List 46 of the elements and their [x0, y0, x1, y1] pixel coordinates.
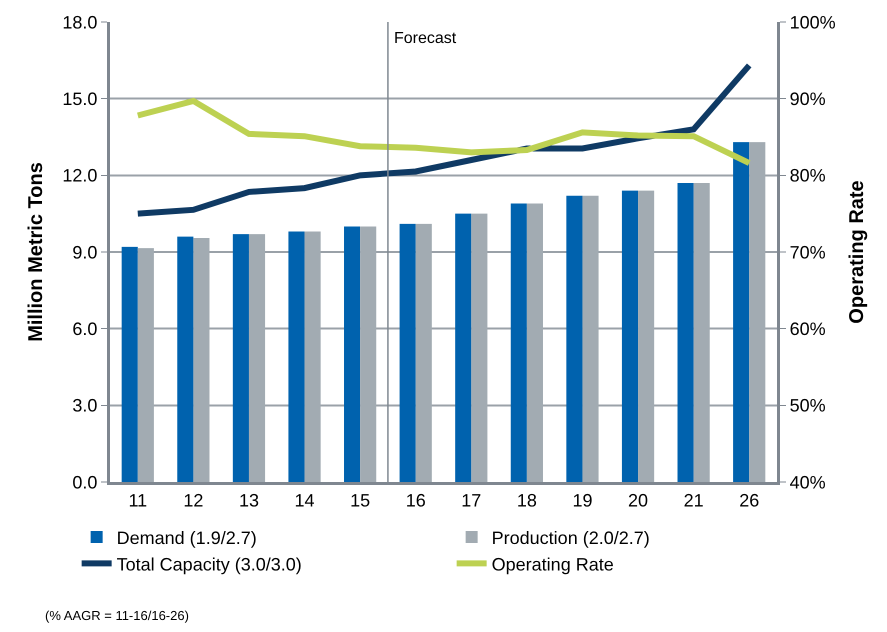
x-tick-label: 21 — [684, 490, 704, 511]
text: (% AAGR = 11-16/16-26) — [45, 608, 189, 623]
x-tick-label: 11 — [128, 490, 148, 511]
bar — [510, 203, 527, 482]
y2-tick-label: 100% — [790, 12, 836, 32]
bar — [288, 232, 305, 482]
y-tick-label: 3.0 — [72, 396, 98, 416]
bar — [622, 190, 638, 482]
bar — [177, 236, 194, 482]
y-tick-label: 6.0 — [72, 318, 98, 339]
legend-label: Production (2.0/2.7) — [492, 528, 650, 548]
bar — [733, 142, 750, 482]
bar — [400, 224, 416, 482]
bar — [455, 214, 472, 482]
y2-tick-label: 90% — [790, 88, 826, 109]
y2-tick-label: 40% — [790, 472, 826, 492]
x-tick-label: 20 — [628, 490, 648, 511]
x-tick-label: 13 — [238, 490, 259, 511]
y-tick-label: 0.0 — [72, 472, 98, 492]
y-tick-label: 15.0 — [62, 88, 98, 109]
legend-label: Total Capacity (3.0/3.0) — [116, 554, 302, 574]
x-tick-label: 18 — [516, 490, 537, 511]
y-tick-label: 9.0 — [72, 242, 98, 262]
y2-tick-label: 70% — [790, 242, 826, 262]
bar — [232, 234, 249, 482]
x-tick-label: 17 — [461, 490, 482, 511]
bar — [122, 246, 138, 482]
y2-tick-label: 80% — [790, 166, 826, 186]
bar — [566, 196, 582, 482]
x-tick-label: 16 — [406, 490, 426, 511]
y2-tick-label: 60% — [790, 318, 826, 339]
x-tick-label: 19 — [572, 490, 592, 511]
y2-axis-title: Operating Rate — [846, 180, 868, 324]
legend-label: Operating Rate — [492, 554, 614, 574]
bar — [344, 226, 360, 482]
bar — [678, 183, 694, 482]
x-tick-label: 15 — [350, 490, 370, 511]
x-tick-label: 14 — [294, 490, 315, 511]
y-tick-label: 18.0 — [62, 12, 98, 32]
x-tick-label: 26 — [739, 490, 760, 511]
x-tick-label: 12 — [183, 490, 204, 511]
ref-line-label: Forecast — [394, 30, 457, 47]
y-axis-title: Million Metric Tons — [24, 162, 47, 342]
legend-label: Demand (1.9/2.7) — [116, 528, 257, 548]
y2-tick-label: 50% — [790, 396, 826, 416]
y-tick-label: 12.0 — [62, 166, 98, 186]
